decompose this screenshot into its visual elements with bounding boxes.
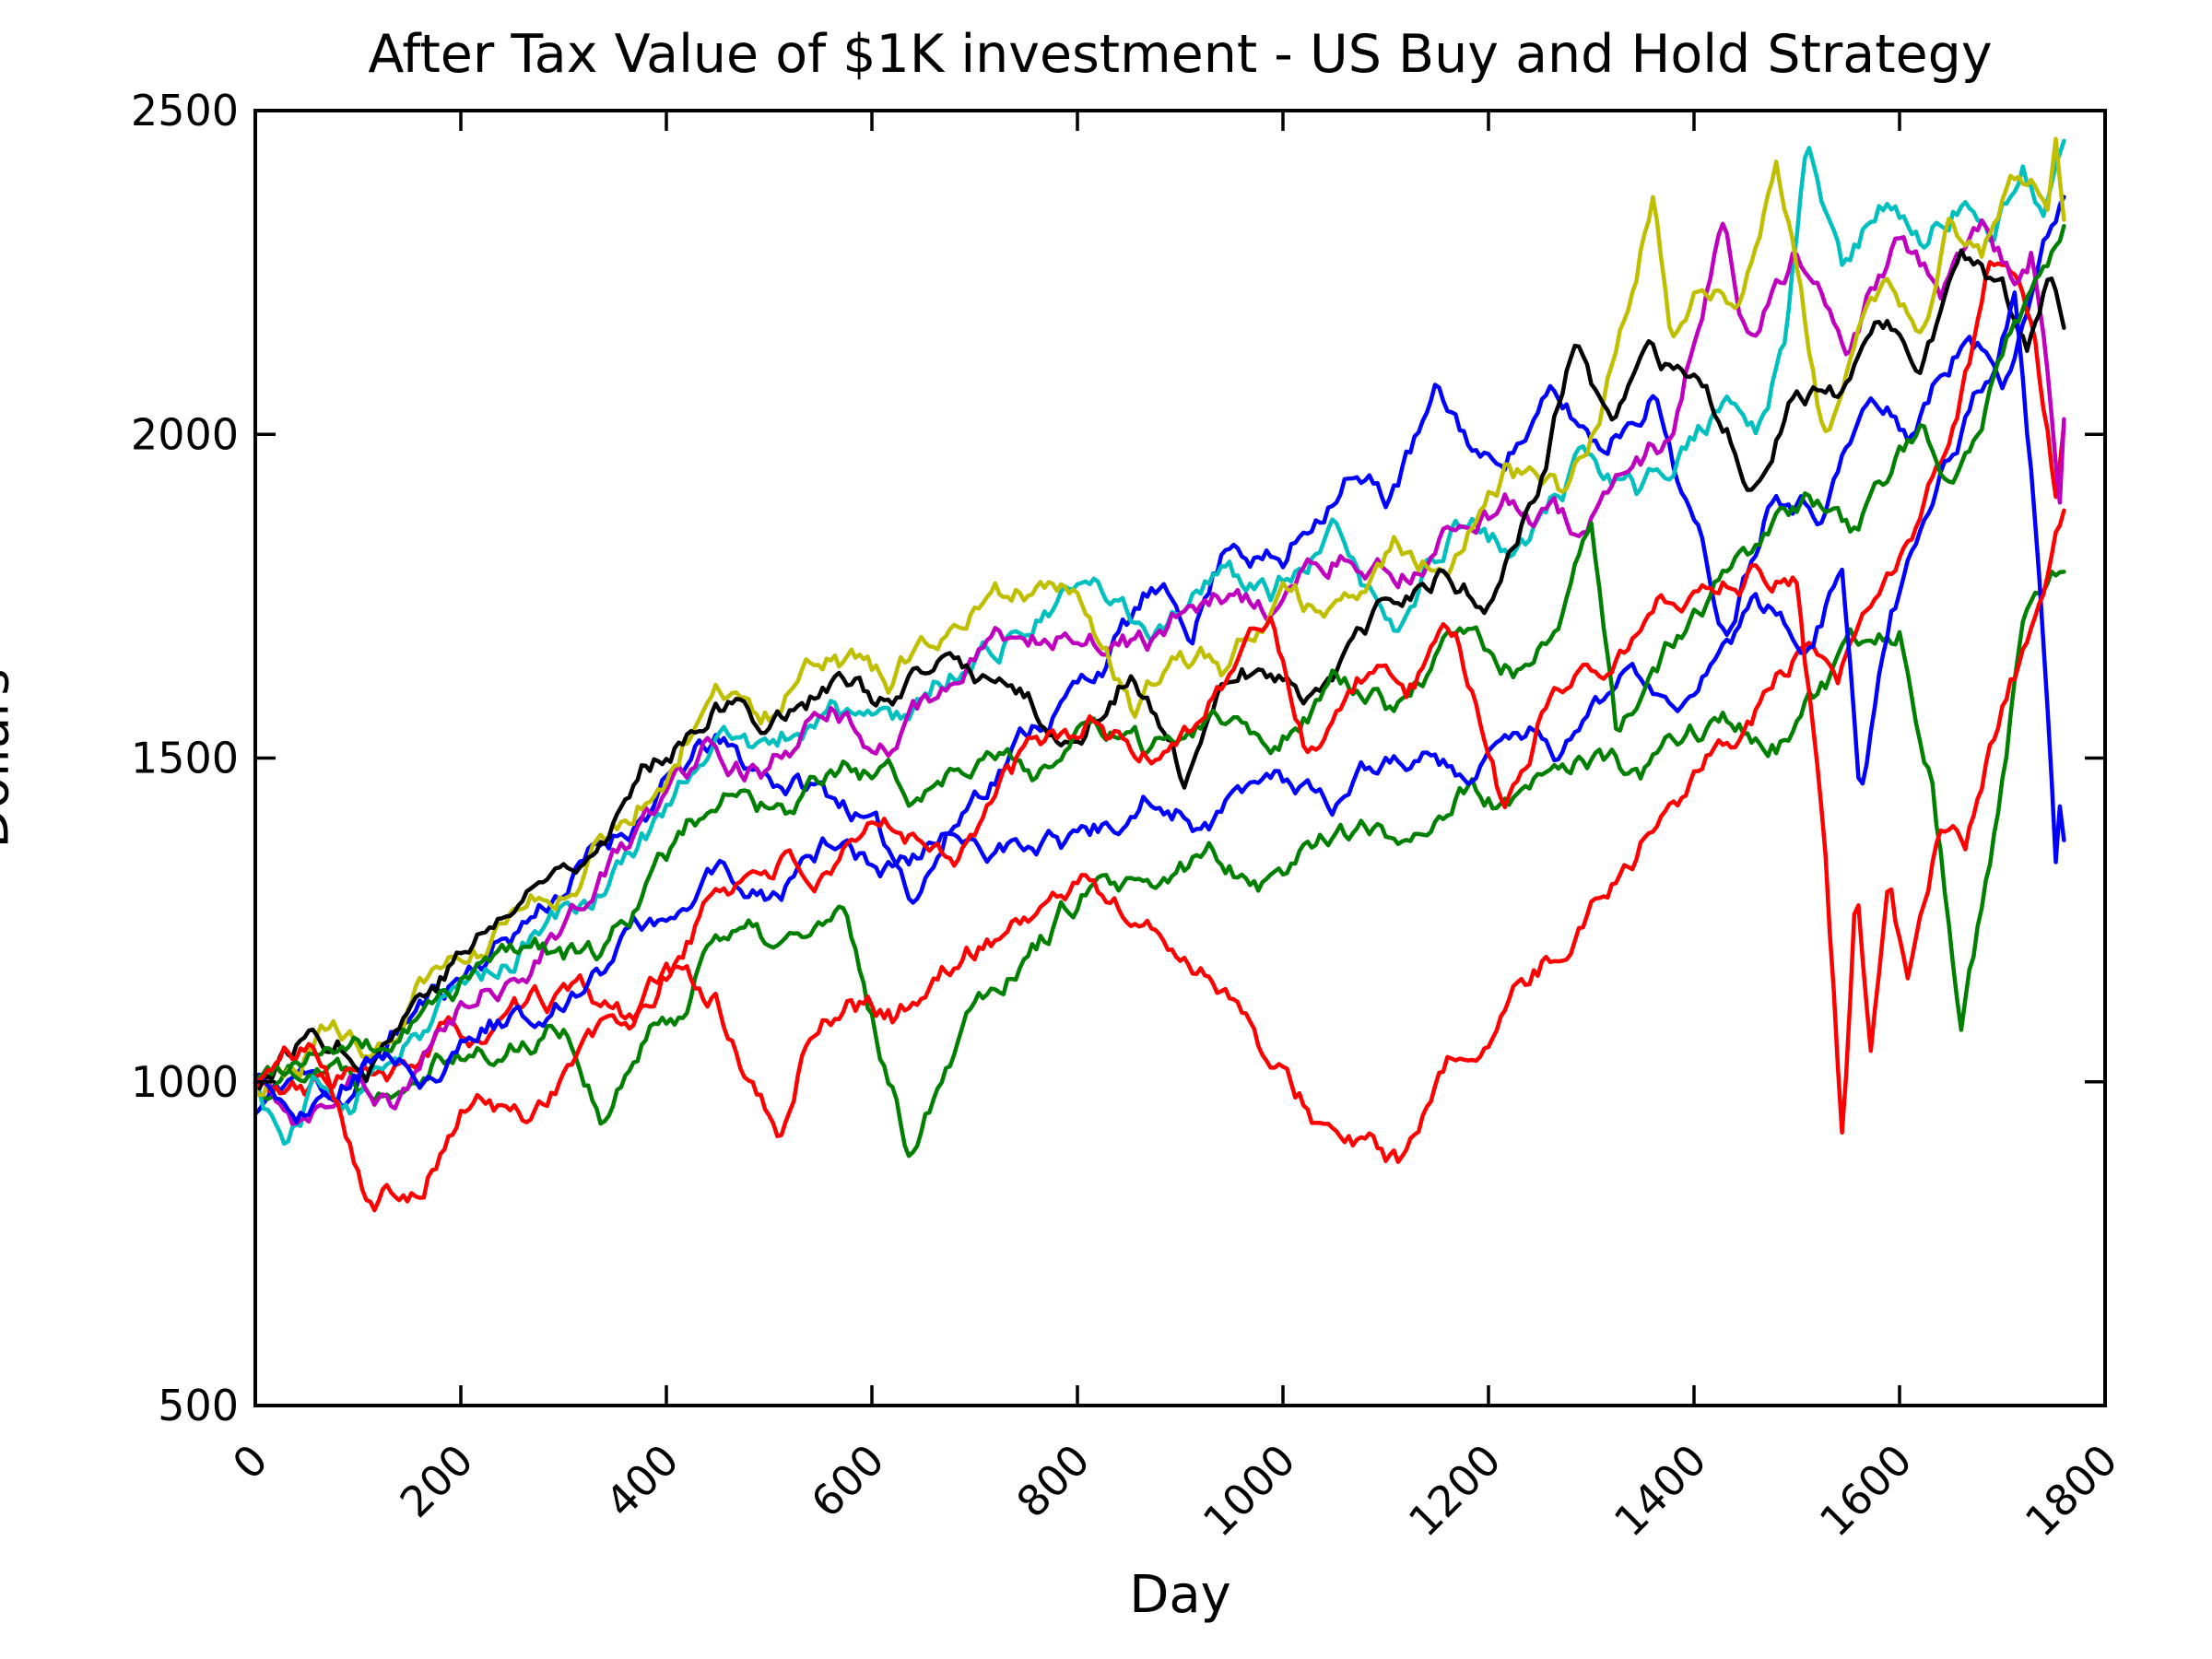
series-line-cyan-1	[253, 138, 2066, 1147]
series-line-magenta-1	[253, 218, 2066, 1126]
series-line-red-2	[253, 508, 2066, 1213]
x-tick-label: 600	[802, 1435, 894, 1527]
y-tick-label: 500	[158, 1381, 239, 1430]
x-tick-label: 1400	[1605, 1435, 1716, 1547]
y-tick-label: 2500	[131, 86, 239, 135]
series-line-black-1	[253, 248, 2066, 1091]
chart-title: After Tax Value of $1K investment - US B…	[368, 24, 1993, 85]
x-tick-label: 1800	[2016, 1435, 2127, 1547]
y-tick-label: 2000	[131, 409, 239, 459]
x-tick-label: 800	[1007, 1435, 1100, 1527]
y-tick-label: 1000	[131, 1057, 239, 1107]
y-axis-label: Dollars	[0, 668, 21, 849]
x-tick-label: 1600	[1810, 1435, 1922, 1547]
y-tick-label: 1500	[131, 734, 239, 783]
x-tick-label: 1000	[1194, 1435, 1305, 1547]
series-line-blue-2	[253, 290, 2066, 1124]
series-line-red-1	[253, 260, 2066, 1164]
series-line-yellow-1	[253, 136, 2066, 1098]
x-tick-label: 200	[391, 1435, 483, 1527]
x-tick-label: 1200	[1399, 1435, 1511, 1547]
series-line-green-2	[253, 223, 2066, 1089]
x-axis-label: Day	[1129, 1565, 1231, 1625]
series-line-blue-1	[253, 194, 2066, 1116]
series-line-green-1	[253, 570, 2066, 1159]
x-tick-label: 0	[223, 1435, 277, 1489]
x-tick-label: 400	[596, 1435, 688, 1527]
